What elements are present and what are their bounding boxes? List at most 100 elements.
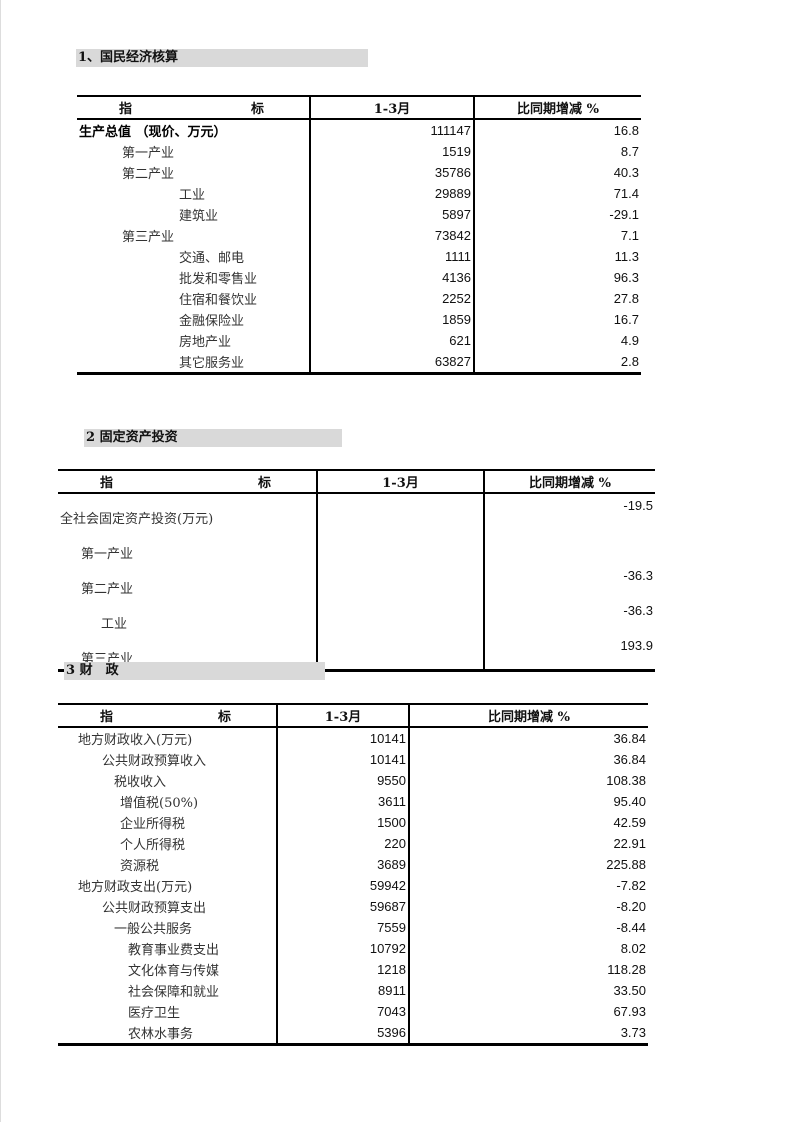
- table-row: 交通、邮电 1111 11.3: [77, 246, 641, 267]
- header-indicator: 指标: [58, 469, 317, 494]
- row-change: 67.93: [408, 1001, 648, 1022]
- header-change: 比同期增减 %: [408, 703, 648, 728]
- table-row: 增值税(50%) 3611 95.40: [58, 791, 648, 812]
- row-label: 个人所得税: [120, 838, 186, 853]
- table-row: 教育事业费支出 10792 8.02: [58, 938, 648, 959]
- row-change: 118.28: [408, 959, 648, 980]
- row-label: 税收收入: [114, 775, 167, 790]
- row-label: 增值税(50%): [120, 796, 199, 811]
- row-value: 111147: [309, 119, 474, 141]
- header-period: 1-3月: [309, 95, 474, 120]
- row-value: 35786: [309, 162, 474, 183]
- section-title-finance: 3 财 政: [64, 662, 325, 680]
- header-indicator-left: 指: [119, 102, 133, 117]
- row-label: 企业所得税: [120, 817, 186, 832]
- table-row: 第一产业 1519 8.7: [77, 141, 641, 162]
- header-indicator-right: 标: [250, 102, 264, 117]
- row-change: -36.3: [483, 599, 655, 634]
- row-change: 8.02: [408, 938, 648, 959]
- table-row: 全社会固定资产投资(万元) -19.5: [58, 493, 655, 529]
- row-value: 29889: [309, 183, 474, 204]
- row-value: 1519: [309, 141, 474, 162]
- row-label: 生产总值 （现价、万元）: [79, 125, 227, 140]
- table-header-row: 指标 1-3月 比同期增减 %: [58, 703, 648, 728]
- row-value: 4136: [309, 267, 474, 288]
- row-change: 42.59: [408, 812, 648, 833]
- row-change: 96.3: [473, 267, 641, 288]
- row-value: 2252: [309, 288, 474, 309]
- row-value: 73842: [309, 225, 474, 246]
- table-row: 批发和零售业 4136 96.3: [77, 267, 641, 288]
- table-row: 建筑业 5897 -29.1: [77, 204, 641, 225]
- row-change: 108.38: [408, 770, 648, 791]
- row-value: 5396: [276, 1022, 409, 1046]
- header-change: 比同期增减 %: [483, 469, 655, 494]
- row-change: 16.8: [473, 119, 641, 141]
- table-row: 第二产业 35786 40.3: [77, 162, 641, 183]
- row-change: 33.50: [408, 980, 648, 1001]
- row-value: 220: [276, 833, 409, 854]
- row-label: 第一产业: [122, 146, 175, 161]
- row-label: 其它服务业: [77, 351, 310, 375]
- row-label: 全社会固定资产投资(万元): [60, 512, 214, 527]
- row-value: 10141: [276, 749, 409, 770]
- row-label: 教育事业费支出: [128, 943, 220, 958]
- header-indicator-right: 标: [217, 710, 231, 725]
- table-national-accounts: 指标 1-3月 比同期增减 % 生产总值 （现价、万元） 111147 16.8 第一产业 1…: [77, 95, 641, 375]
- row-value: 1500: [276, 812, 409, 833]
- table-row: 社会保障和就业 8911 33.50: [58, 980, 648, 1001]
- row-value: 1111: [309, 246, 474, 267]
- table-row: 医疗卫生 7043 67.93: [58, 1001, 648, 1022]
- row-value: 621: [309, 330, 474, 351]
- row-label: 地方财政支出(万元): [78, 880, 193, 895]
- row-value: 1859: [309, 309, 474, 330]
- table-row: 第一产业: [58, 529, 655, 564]
- row-change: 11.3: [473, 246, 641, 267]
- row-value: 3611: [276, 791, 409, 812]
- header-indicator-left: 指: [100, 476, 114, 491]
- header-period: 1-3月: [276, 703, 409, 728]
- row-label: 社会保障和就业: [128, 985, 220, 1000]
- row-label: 公共财政预算收入: [102, 754, 207, 769]
- row-value: [316, 599, 484, 634]
- row-label: 工业: [179, 188, 206, 203]
- row-value: [316, 493, 484, 529]
- row-label: 工业: [101, 617, 128, 632]
- row-label: 批发和零售业: [179, 272, 258, 287]
- row-label: 第二产业: [81, 582, 134, 597]
- table-header-row: 指标 1-3月 比同期增减 %: [77, 95, 641, 120]
- header-period: 1-3月: [316, 469, 484, 494]
- row-value: 7559: [276, 917, 409, 938]
- row-change: 36.84: [408, 727, 648, 749]
- row-change: 4.9: [473, 330, 641, 351]
- table-finance: 指标 1-3月 比同期增减 % 地方财政收入(万元) 10141 36.84 公共财政预算收…: [58, 703, 648, 1046]
- row-label: 农林水事务: [58, 1022, 277, 1046]
- row-value: 59687: [276, 896, 409, 917]
- row-change: 193.9: [483, 634, 655, 672]
- row-value: [316, 634, 484, 672]
- table-row: 地方财政支出(万元) 59942 -7.82: [58, 875, 648, 896]
- row-change: 27.8: [473, 288, 641, 309]
- table-row: 资源税 3689 225.88: [58, 854, 648, 875]
- row-label: 金融保险业: [179, 314, 245, 329]
- table-header-row: 指标 1-3月 比同期增减 %: [58, 469, 655, 494]
- row-value: 3689: [276, 854, 409, 875]
- table-fixed-investment: 指标 1-3月 比同期增减 % 全社会固定资产投资(万元) -19.5 第一产业第二产业 -…: [58, 469, 655, 672]
- section-title-fixed-investment: 2 固定资产投资: [84, 429, 342, 447]
- row-change: -8.44: [408, 917, 648, 938]
- row-label: 第一产业: [81, 547, 134, 562]
- table-row: 金融保险业 1859 16.7: [77, 309, 641, 330]
- row-label: 房地产业: [179, 335, 232, 350]
- row-change: [483, 529, 655, 564]
- table-row: 一般公共服务 7559 -8.44: [58, 917, 648, 938]
- row-value: 10141: [276, 727, 409, 749]
- row-value: 10792: [276, 938, 409, 959]
- row-value: 59942: [276, 875, 409, 896]
- row-label: 交通、邮电: [179, 251, 245, 266]
- row-change: 36.84: [408, 749, 648, 770]
- row-value: [316, 564, 484, 599]
- row-value: 5897: [309, 204, 474, 225]
- row-change: 40.3: [473, 162, 641, 183]
- row-value: 1218: [276, 959, 409, 980]
- section-title-national-accounts: 1、国民经济核算: [76, 49, 368, 67]
